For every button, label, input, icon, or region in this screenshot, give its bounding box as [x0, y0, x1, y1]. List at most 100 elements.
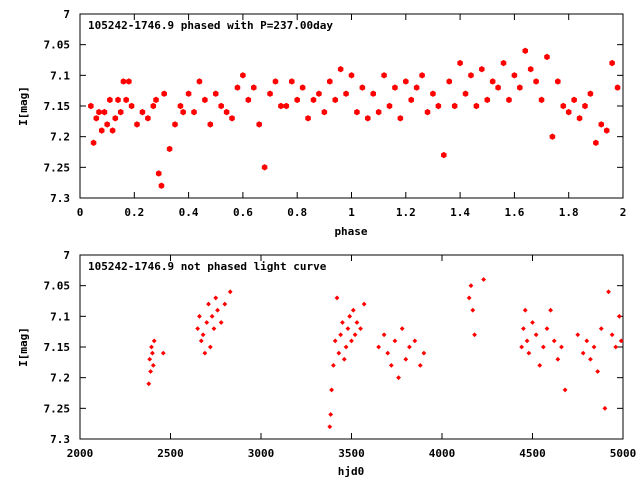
phased-data-point [310, 96, 317, 104]
phased-data-point [473, 102, 480, 110]
phased-data-point [576, 115, 583, 122]
unphased-data-point [206, 301, 211, 307]
unphased-data-point [609, 332, 615, 338]
phased-data-point [549, 133, 556, 140]
unphased-data-point [540, 344, 546, 350]
phased-data-points [88, 47, 621, 189]
unphased-data-point [350, 307, 356, 313]
phased-data-point [289, 78, 295, 85]
phased-data-point [177, 102, 184, 110]
phased-data-point [332, 96, 338, 104]
phased-y-tick-label: 7 [63, 8, 70, 21]
phased-data-point [468, 72, 474, 79]
phased-data-point [261, 164, 268, 171]
unphased-data-point [533, 332, 539, 338]
phased-data-point [150, 102, 157, 110]
phased-data-point [408, 96, 414, 104]
unphased-data-point [559, 344, 564, 350]
phased-data-point [457, 59, 463, 67]
unphased-data-point [591, 344, 597, 350]
phased-data-point [305, 115, 311, 122]
unphased-x-tick-label: 4500 [519, 447, 546, 460]
unphased-y-tick-label: 7 [63, 249, 70, 262]
unphased-data-point [147, 356, 153, 362]
unphased-data-point [396, 375, 401, 381]
phased-data-point [381, 72, 387, 79]
phased-data-point [560, 102, 567, 110]
unphased-x-tick-label: 5000 [610, 447, 637, 460]
phased-data-point [88, 102, 94, 110]
phased-data-point [517, 84, 523, 91]
phased-data-point [430, 90, 436, 97]
phased-data-point [327, 78, 333, 85]
unphased-data-point [412, 338, 418, 344]
phased-data-point [202, 96, 208, 104]
unphased-data-point [146, 381, 152, 387]
unphased-data-point [329, 387, 334, 393]
phased-data-point [555, 78, 561, 85]
unphased-data-point [207, 344, 213, 350]
phased-x-tick-label: 1.8 [559, 206, 579, 219]
unphased-data-point [417, 363, 423, 368]
phased-data-point [506, 96, 512, 104]
unphased-data-point [555, 356, 561, 362]
unphased-data-point [606, 289, 611, 295]
phased-data-point [229, 115, 235, 122]
phased-data-point [609, 59, 615, 67]
phased-data-point [96, 108, 102, 116]
phased-data-point [435, 102, 442, 110]
phased-data-point [403, 78, 409, 85]
phased-data-point [120, 78, 127, 85]
unphased-data-point [530, 320, 535, 325]
unphased-data-point [613, 344, 619, 350]
unphased-data-point [222, 301, 228, 307]
unphased-data-point [338, 332, 344, 338]
phased-data-point [283, 102, 290, 110]
unphased-data-point [352, 332, 358, 338]
phased-data-point [538, 96, 545, 104]
unphased-data-point [399, 326, 405, 331]
unphased-data-point [204, 320, 210, 325]
phased-data-point [397, 115, 404, 122]
phased-data-point [139, 108, 146, 116]
unphased-x-tick-label: 3500 [338, 447, 365, 460]
unphased-data-point [618, 338, 624, 344]
phased-data-point [571, 96, 577, 104]
phased-data-point [185, 90, 192, 97]
unphased-y-tick-label: 7.1 [50, 310, 70, 323]
unphased-data-point [336, 350, 342, 356]
unphased-x-tick-label: 3000 [248, 447, 275, 460]
unphased-data-point [521, 326, 526, 331]
unphased-data-point [150, 350, 155, 356]
phased-data-point [109, 127, 116, 134]
unphased-data-point [347, 313, 353, 319]
phased-data-point [196, 78, 203, 85]
phased-data-point [153, 96, 159, 104]
unphased-x-tick-label: 2000 [67, 447, 94, 460]
unphased-data-point [213, 295, 219, 301]
phased-data-point [112, 115, 119, 122]
unphased-data-point [200, 332, 206, 338]
phased-data-point [392, 84, 398, 91]
phased-data-point [544, 53, 550, 61]
phased-data-point [321, 108, 328, 116]
unphased-x-tick-label: 4000 [429, 447, 456, 460]
phased-y-axis-title: I[mag] [17, 86, 30, 126]
phased-data-point [218, 102, 224, 110]
phased-x-tick-label: 0.6 [233, 206, 253, 219]
unphased-axis-ticks: 2000 2500 3000 3500 4000 4500 5000 7 7.05 7.1 7.15… [44, 249, 637, 460]
phased-data-point [370, 90, 376, 97]
unphased-y-tick-label: 7.05 [44, 280, 71, 293]
unphased-y-tick-label: 7.15 [44, 341, 71, 354]
unphased-y-tick-label: 7.2 [50, 372, 70, 385]
unphased-data-point [407, 344, 412, 350]
phased-data-point [123, 96, 129, 104]
phased-data-point [267, 90, 273, 97]
phased-y-tick-label: 7.05 [44, 39, 71, 52]
unphased-data-point [341, 356, 347, 362]
unphased-data-point [218, 320, 224, 325]
unphased-data-point [227, 289, 233, 295]
phased-data-point [158, 182, 165, 189]
phased-data-point [145, 115, 151, 122]
